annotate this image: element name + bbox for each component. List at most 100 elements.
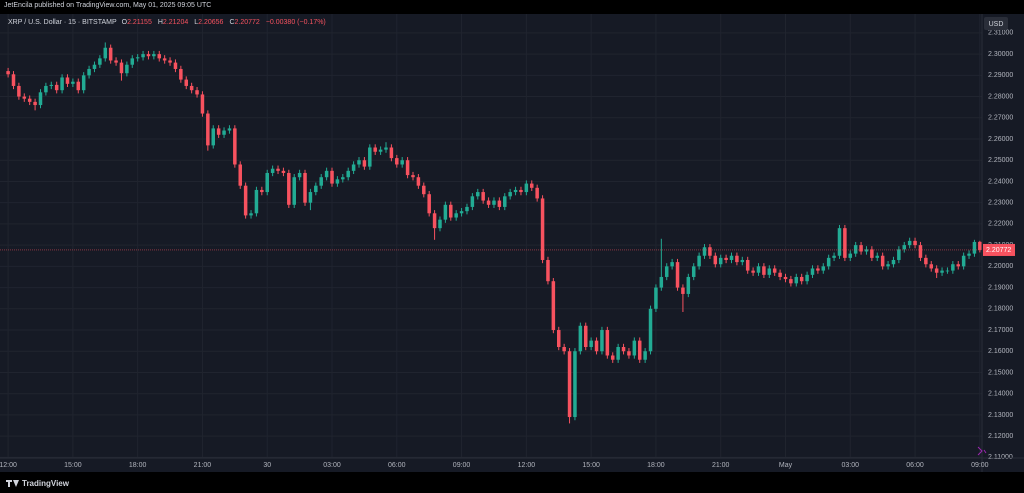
candle-body: [238, 164, 242, 186]
candle-body: [168, 60, 172, 63]
candle-body: [643, 351, 647, 360]
y-tick-label: 2.29000: [988, 72, 1013, 79]
legend: XRP / U.S. Dollar · 15 · BITSTAMP O2.211…: [8, 19, 329, 26]
candle-body: [395, 158, 399, 165]
candle-body: [691, 266, 696, 277]
candle-body: [27, 98, 32, 102]
candle-body: [826, 257, 831, 267]
candle-body: [924, 257, 928, 265]
candle-body: [530, 183, 534, 188]
candle-body: [972, 241, 977, 254]
candle-body: [114, 60, 118, 63]
candle-body: [314, 185, 318, 193]
candle-body: [92, 64, 97, 69]
candle-body: [157, 54, 162, 59]
candle-body: [135, 57, 140, 59]
candle-body: [368, 147, 372, 167]
candle-body: [681, 287, 685, 294]
candle-body: [357, 160, 361, 165]
candle-body: [675, 262, 680, 288]
candle-body: [389, 147, 394, 159]
candle-body: [249, 213, 253, 216]
candle-body: [864, 249, 869, 252]
x-tick-label: 12:00: [518, 462, 536, 469]
last-price-label: 2.20772: [986, 247, 1011, 254]
candle-body: [600, 330, 604, 352]
currency-box[interactable]: [984, 17, 1008, 30]
y-tick-label: 2.16000: [988, 348, 1013, 355]
candle-body: [664, 266, 669, 277]
candle-body: [610, 355, 615, 360]
candle-body: [108, 47, 113, 61]
y-tick-label: 2.27000: [988, 115, 1013, 122]
candle-body: [637, 340, 642, 360]
candle-body: [103, 47, 108, 59]
x-tick-label: 06:00: [906, 462, 924, 469]
publisher: JetEncila published on TradingView.com, …: [4, 2, 212, 9]
candle-body: [562, 347, 566, 352]
candle-body: [718, 257, 723, 265]
candle-body: [33, 101, 37, 106]
candle-body: [449, 204, 453, 218]
candle-body: [11, 74, 16, 86]
candle-body: [146, 54, 151, 57]
candle-body: [594, 340, 599, 352]
candle-body: [843, 228, 847, 258]
candle-body: [870, 249, 874, 258]
ohlc-value: 2.20656: [198, 19, 224, 26]
candle-body: [6, 71, 10, 75]
alert-icon[interactable]: [977, 446, 987, 456]
candle-body: [578, 325, 583, 352]
x-tick-label: 30: [263, 462, 271, 469]
candle-body: [351, 164, 356, 171]
candle-body: [902, 245, 907, 250]
candle-body: [627, 351, 631, 356]
candle-body: [880, 255, 885, 267]
candle-body: [454, 213, 458, 218]
candle-body: [940, 270, 944, 273]
candle-body: [497, 200, 502, 207]
candle-body: [686, 276, 691, 294]
candle-body: [632, 340, 637, 356]
candle-body: [87, 68, 91, 76]
x-tick-label: 15:00: [582, 462, 600, 469]
candle-body: [270, 168, 275, 173]
candle-body: [346, 170, 350, 178]
ohlc-key: O: [121, 19, 128, 26]
candle-body: [405, 160, 410, 176]
candle-body: [49, 84, 54, 86]
candle-body: [200, 94, 205, 114]
candle-body: [816, 268, 820, 271]
candle-body: [60, 77, 64, 91]
candle-body: [740, 259, 745, 263]
candle-body: [503, 196, 507, 207]
y-tick-label: 2.23000: [988, 200, 1013, 207]
y-tick-label: 2.18000: [988, 306, 1013, 313]
candle-body: [44, 85, 48, 93]
candle-body: [756, 266, 761, 273]
candle-body: [961, 255, 966, 267]
y-tick-label: 2.20000: [988, 263, 1013, 270]
candle-body: [929, 264, 934, 269]
candle-body: [378, 149, 383, 152]
candle-body: [362, 160, 367, 167]
candle-body: [71, 81, 75, 84]
candle-body: [978, 241, 982, 250]
candle-body: [508, 192, 512, 197]
candle-body: [886, 264, 890, 267]
candle-body: [81, 75, 86, 91]
candle-body: [821, 266, 826, 271]
ohlc-key: H: [157, 19, 163, 26]
candle-body: [54, 84, 59, 91]
candle-body: [934, 268, 939, 273]
candle-body: [546, 259, 550, 282]
candle-body: [265, 172, 269, 193]
candle-body: [216, 128, 221, 135]
candle-body: [227, 128, 232, 131]
candle-body: [519, 189, 523, 193]
x-tick-label: 21:00: [712, 462, 730, 469]
candle-body: [659, 276, 664, 288]
candle-body: [540, 198, 545, 260]
candle-body: [621, 347, 626, 352]
candle-body: [670, 262, 674, 267]
